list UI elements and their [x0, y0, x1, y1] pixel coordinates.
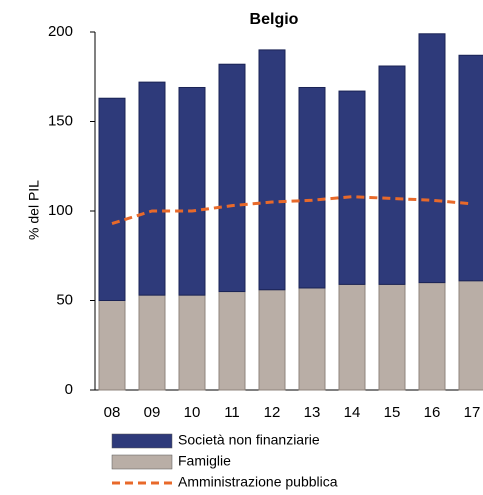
bar [98, 97, 126, 302]
bar [458, 54, 483, 282]
y-tick-label: 100 [48, 202, 73, 219]
y-tick-label: 150 [48, 112, 73, 129]
bar [418, 282, 446, 391]
bar [458, 280, 483, 391]
x-tick-label: 10 [184, 404, 201, 421]
x-tick-label: 11 [224, 404, 240, 421]
y-tick-label: 200 [48, 23, 73, 40]
bar [138, 81, 166, 296]
bar [98, 300, 126, 391]
x-tick-label: 09 [144, 404, 161, 421]
bar [178, 86, 206, 296]
legend-label: Famiglie [178, 453, 231, 469]
legend-swatch [111, 433, 173, 449]
legend-label: Amministrazione pubblica [178, 474, 338, 490]
bar [378, 283, 406, 391]
x-tick-label: 17 [464, 404, 481, 421]
bar [418, 33, 446, 284]
line [111, 195, 473, 225]
x-tick-label: 14 [344, 404, 361, 421]
bar [258, 289, 286, 391]
bar [258, 49, 286, 291]
x-tick-label: 15 [384, 404, 401, 421]
y-tick-label: 0 [65, 381, 73, 398]
bar [378, 65, 406, 285]
bar [298, 287, 326, 391]
x-tick-label: 08 [104, 404, 121, 421]
bar [298, 86, 326, 289]
bar [138, 294, 166, 391]
x-tick-label: 16 [424, 404, 441, 421]
bar [338, 90, 366, 285]
bar [218, 63, 246, 293]
bar [218, 291, 246, 391]
bar [338, 283, 366, 391]
x-tick-label: 12 [264, 404, 281, 421]
legend-swatch [111, 454, 173, 470]
y-tick-label: 50 [56, 291, 73, 308]
y-axis-label: % del PIL [26, 180, 42, 240]
legend-label: Società non finanziarie [178, 432, 320, 448]
bar [178, 294, 206, 391]
x-tick-label: 13 [304, 404, 321, 421]
chart-title: Belgio [250, 11, 299, 28]
